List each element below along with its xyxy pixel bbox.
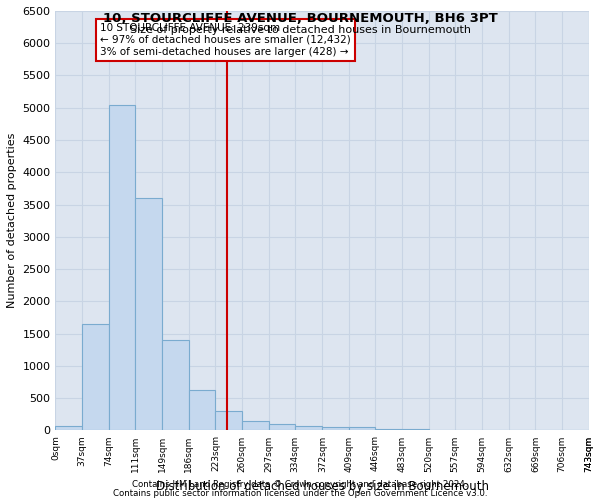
Bar (349, 428, 376, 430)
Bar (82, 324, 109, 430)
Y-axis label: Number of detached properties: Number of detached properties (7, 133, 17, 308)
Bar (135, 198, 161, 430)
Text: Size of property relative to detached houses in Bournemouth: Size of property relative to detached ho… (130, 25, 470, 35)
Bar (55, 426, 82, 430)
Text: 10 STOURCLIFFE AVENUE: 239sqm
← 97% of detached houses are smaller (12,432)
3% o: 10 STOURCLIFFE AVENUE: 239sqm ← 97% of d… (100, 24, 351, 56)
Bar (269, 424, 295, 430)
Bar (242, 421, 269, 430)
Text: 10, STOURCLIFFE AVENUE, BOURNEMOUTH, BH6 3PT: 10, STOURCLIFFE AVENUE, BOURNEMOUTH, BH6… (103, 12, 497, 26)
Bar (189, 390, 215, 430)
X-axis label: Distribution of detached houses by size in Bournemouth: Distribution of detached houses by size … (155, 480, 488, 493)
Text: Contains public sector information licensed under the Open Government Licence v3: Contains public sector information licen… (113, 488, 487, 498)
Text: Contains HM Land Registry data © Crown copyright and database right 2024.: Contains HM Land Registry data © Crown c… (132, 480, 468, 489)
Bar (295, 426, 322, 430)
Bar (402, 429, 428, 430)
Bar (109, 104, 135, 430)
Bar (376, 428, 402, 430)
Bar (215, 411, 242, 430)
Bar (322, 428, 349, 430)
Bar (163, 340, 189, 430)
